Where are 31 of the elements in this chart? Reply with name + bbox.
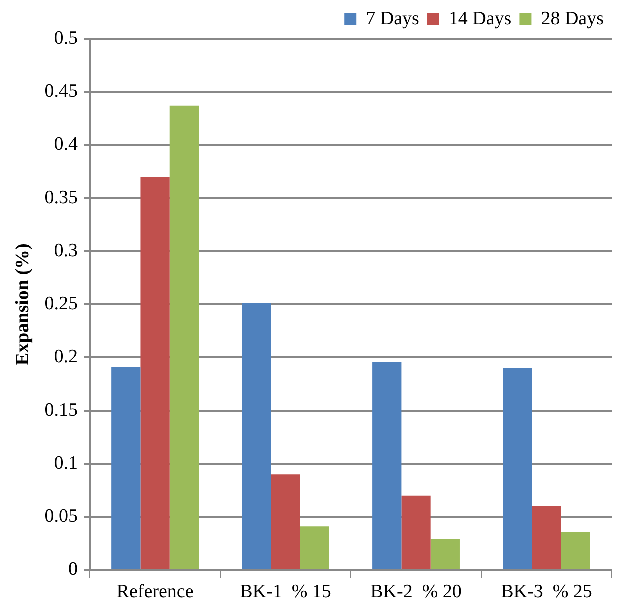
y-tick-label: 0.1 (54, 452, 78, 474)
bar (372, 362, 402, 570)
bar (503, 368, 532, 570)
bar (242, 304, 272, 570)
legend-label: 14 Days (448, 8, 512, 30)
bar (430, 539, 460, 570)
bar (532, 506, 562, 570)
y-tick-label: 0.3 (54, 240, 78, 262)
y-tick-label: 0.4 (54, 134, 79, 156)
y-tick-label: 0.05 (44, 506, 78, 528)
y-tick-label: 0.2 (54, 346, 78, 368)
y-tick-label: 0.45 (44, 81, 78, 102)
bar (271, 474, 300, 570)
y-axis-title: Expansion (%) (12, 244, 34, 366)
bar (140, 177, 170, 570)
y-tick-label: 0.5 (54, 28, 78, 49)
y-tick-label: 0.35 (44, 187, 78, 208)
legend-label: 7 Days (366, 8, 420, 30)
bar (300, 526, 330, 570)
bar (112, 367, 141, 570)
bar (402, 496, 431, 570)
x-tick-label: Reference (116, 582, 194, 603)
bar (561, 532, 590, 570)
y-tick-label: 0.15 (44, 400, 78, 421)
x-tick-label: BK-1 % 15 (240, 582, 332, 603)
y-tick-label: 0 (68, 559, 78, 580)
legend-label: 28 Days (541, 8, 604, 30)
x-tick-label: BK-2 % 20 (370, 582, 462, 603)
y-tick-label: 0.25 (44, 294, 78, 315)
bar (170, 106, 200, 570)
x-tick-label: BK-3 % 25 (501, 582, 592, 603)
